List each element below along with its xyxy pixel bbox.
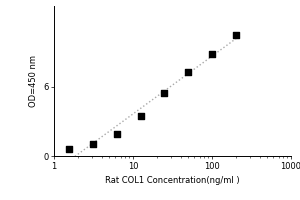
Point — [115, 132, 119, 136]
Point — [162, 91, 167, 94]
Point — [67, 148, 72, 151]
Point — [233, 33, 238, 36]
Point — [138, 114, 143, 117]
Point — [210, 53, 214, 56]
X-axis label: Rat COL1 Concentration(ng/ml ): Rat COL1 Concentration(ng/ml ) — [105, 176, 240, 185]
Point — [186, 70, 190, 73]
Y-axis label: OD=450 nm: OD=450 nm — [28, 55, 38, 107]
Point — [91, 143, 95, 146]
